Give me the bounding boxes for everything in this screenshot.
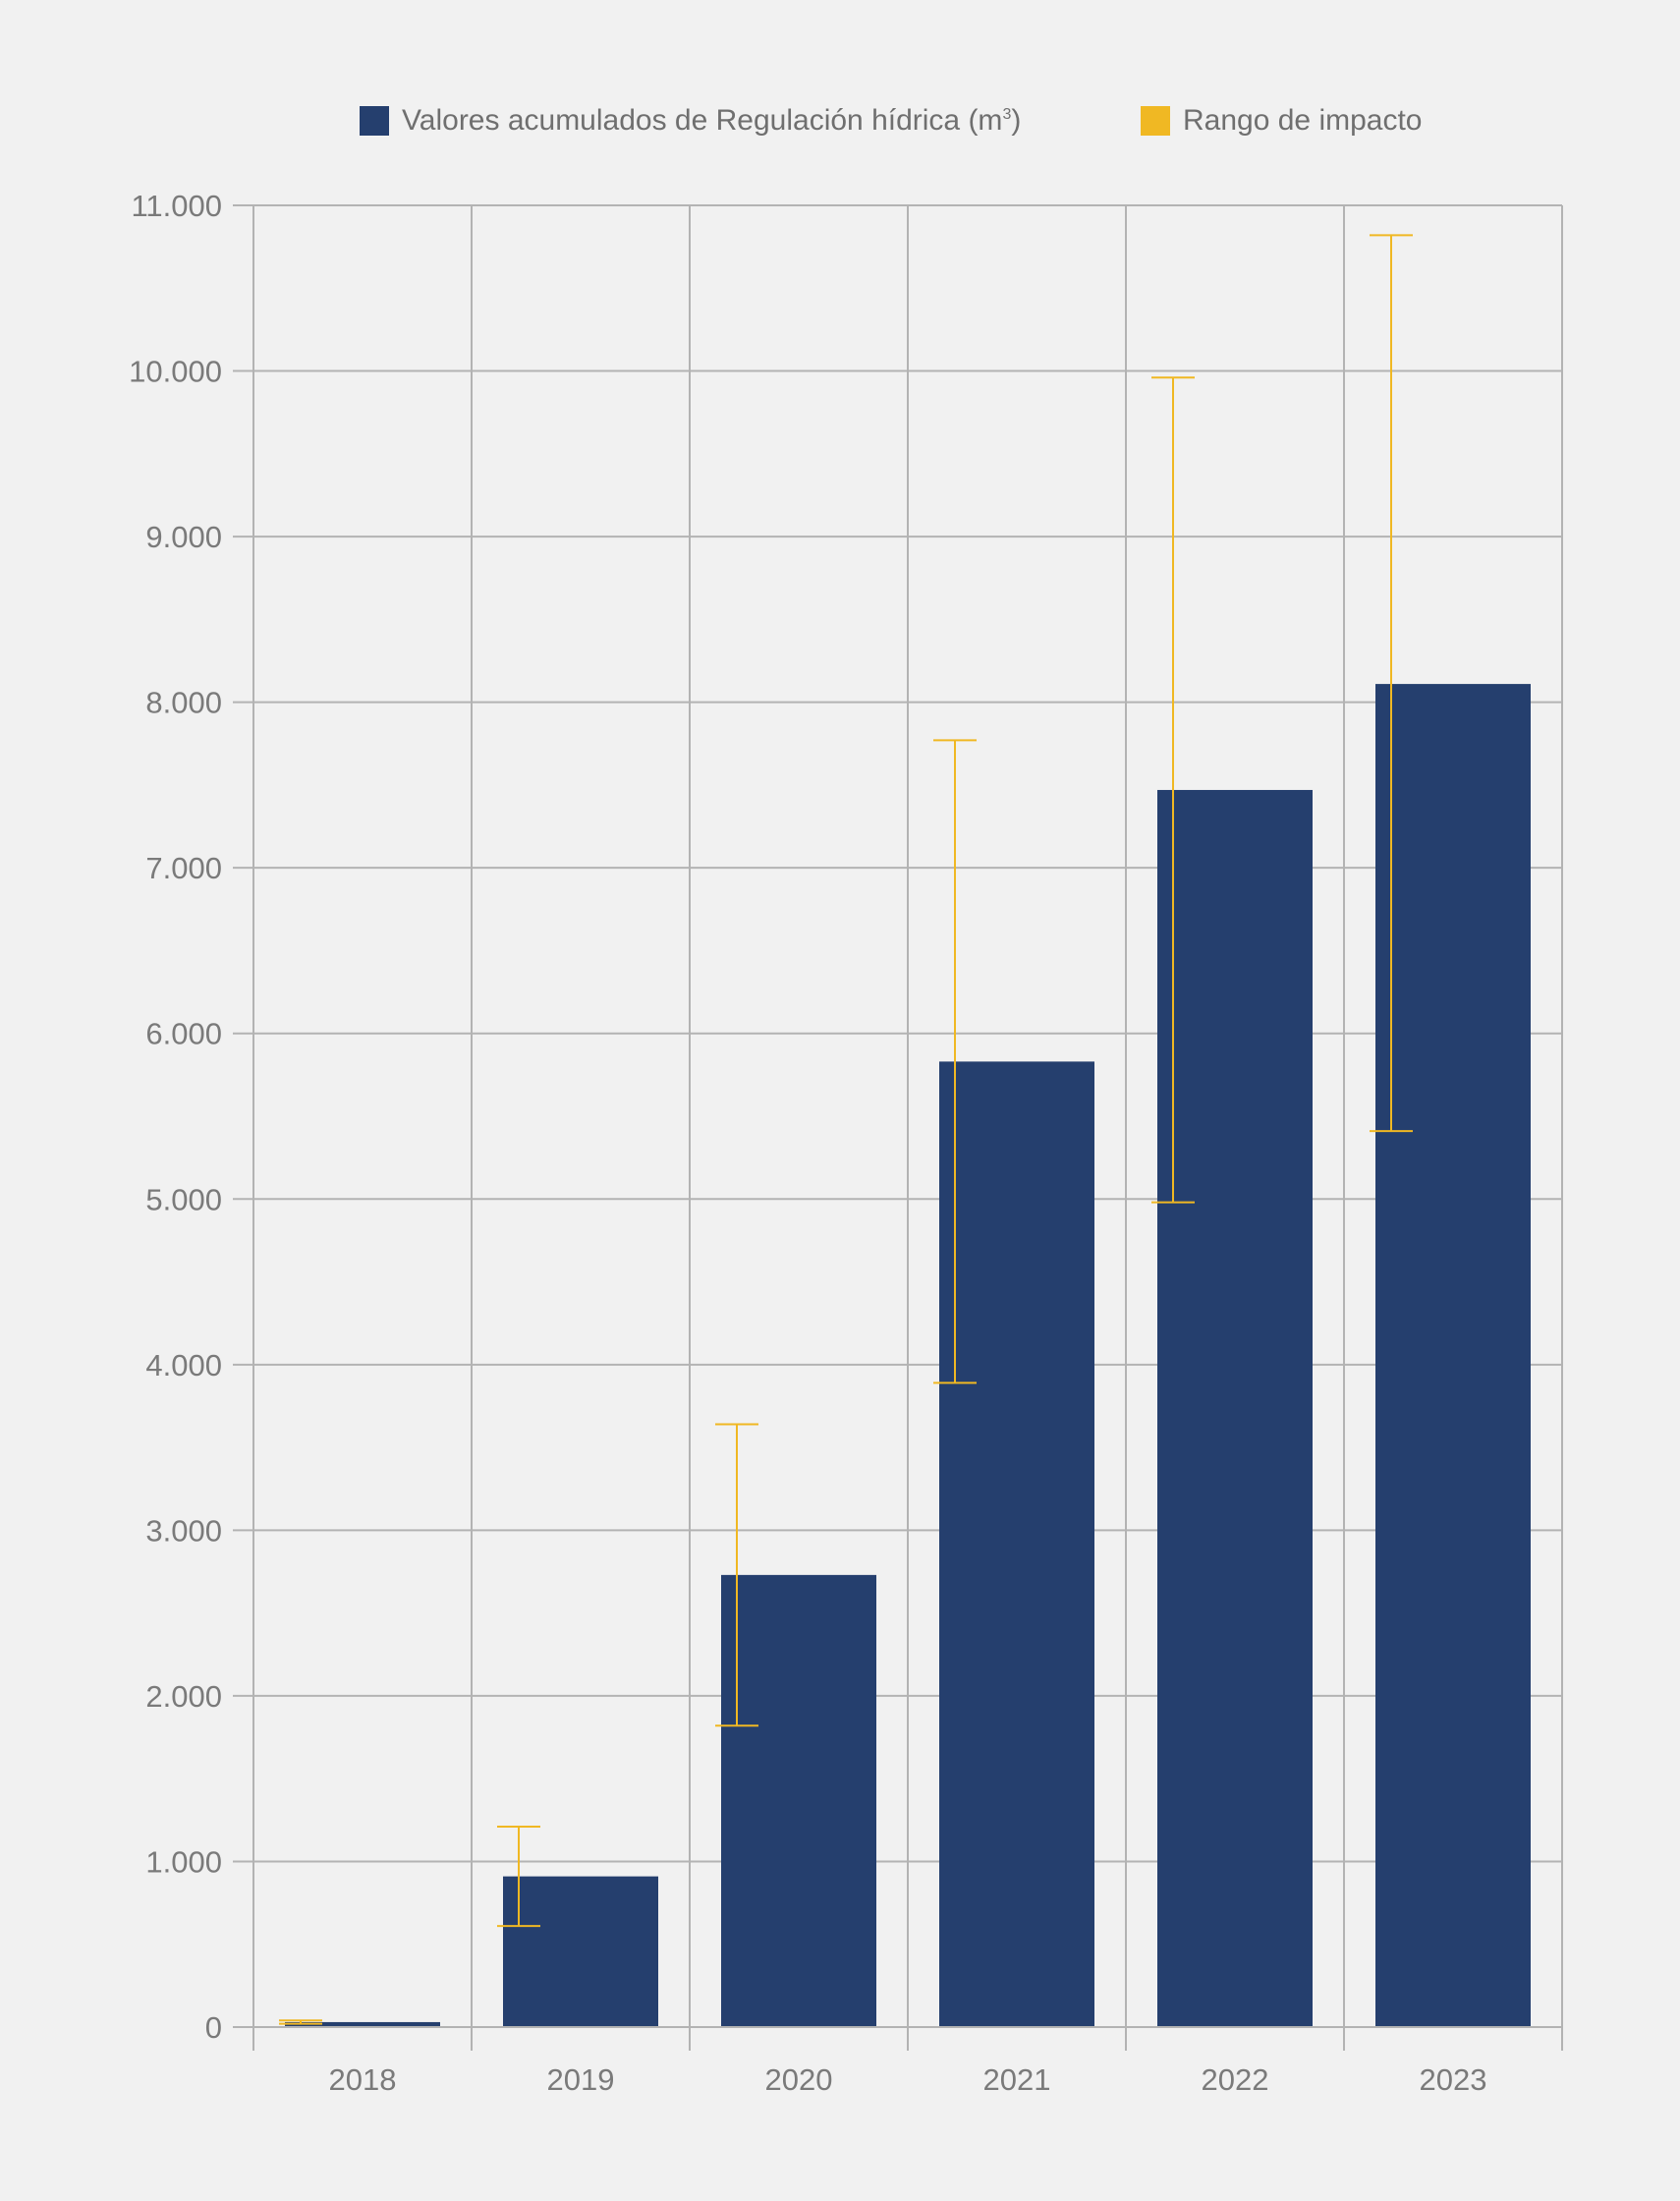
y-tick-label: 8.000	[145, 686, 222, 720]
legend-label-bars: Valores acumulados de Regulación hídrica…	[402, 104, 1022, 137]
y-tick-label: 5.000	[145, 1182, 222, 1216]
legend-item-bars: Valores acumulados de Regulación hídrica…	[360, 104, 1021, 138]
y-tick-label: 0	[205, 2010, 222, 2045]
bar	[1375, 684, 1531, 2027]
x-tick-label: 2023	[1420, 2062, 1487, 2097]
bar	[503, 1876, 658, 2027]
x-tick-label: 2022	[1202, 2062, 1269, 2097]
legend-swatch-bars	[360, 106, 389, 136]
bar	[285, 2021, 440, 2027]
y-tick-label: 9.000	[145, 520, 222, 554]
legend-item-range: Rango de impacto	[1141, 104, 1423, 138]
bar	[721, 1574, 876, 2027]
bar	[1157, 789, 1313, 2027]
legend-swatch-range	[1141, 106, 1170, 136]
y-tick-label: 3.000	[145, 1513, 222, 1548]
y-tick-label: 11.000	[131, 189, 222, 223]
x-tick-label: 2019	[547, 2062, 615, 2097]
bar	[939, 1061, 1094, 2027]
y-tick-label: 7.000	[145, 851, 222, 885]
y-tick-label: 10.000	[129, 355, 222, 389]
y-tick-label: 2.000	[145, 1679, 222, 1714]
x-tick-label: 2020	[765, 2062, 833, 2097]
y-tick-label: 1.000	[145, 1844, 222, 1879]
y-tick-label: 6.000	[145, 1017, 222, 1051]
legend-label-range: Rango de impacto	[1183, 104, 1423, 137]
x-tick-label: 2021	[983, 2062, 1051, 2097]
y-tick-label: 4.000	[145, 1348, 222, 1383]
x-tick-label: 2018	[329, 2062, 397, 2097]
chart-legend: Valores acumulados de Regulación hídrica…	[0, 104, 1680, 145]
